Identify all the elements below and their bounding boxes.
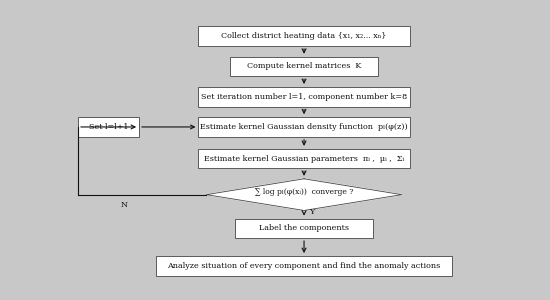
Text: Label the components: Label the components [259, 224, 349, 232]
Text: Estimate kernel Gaussian parameters  πᵢ ,  μᵢ ,  Σᵢ: Estimate kernel Gaussian parameters πᵢ ,… [204, 154, 404, 163]
Text: N: N [121, 201, 128, 209]
Text: ∑ log pₗ(φ(xᵢ))  converge ?: ∑ log pₗ(φ(xᵢ)) converge ? [255, 188, 353, 196]
FancyBboxPatch shape [230, 57, 378, 76]
FancyBboxPatch shape [199, 149, 410, 168]
Polygon shape [206, 179, 402, 211]
FancyBboxPatch shape [199, 26, 410, 46]
Text: Analyze situation of every component and find the anomaly actions: Analyze situation of every component and… [167, 262, 441, 270]
FancyBboxPatch shape [199, 117, 410, 137]
Text: Y: Y [309, 208, 315, 217]
Text: Set iteration number l=1, component number k=8: Set iteration number l=1, component numb… [201, 93, 407, 101]
Text: Collect district heating data {x₁, x₂... xₙ}: Collect district heating data {x₁, x₂...… [221, 32, 387, 40]
Text: Estimate kernel Gaussian density function  pₗ(φ(z)): Estimate kernel Gaussian density functio… [200, 123, 408, 131]
Text: Set l=l+1: Set l=l+1 [89, 123, 129, 131]
Text: Compute kernel matrices  K: Compute kernel matrices K [247, 62, 361, 70]
FancyBboxPatch shape [199, 87, 410, 106]
FancyBboxPatch shape [156, 256, 452, 276]
FancyBboxPatch shape [78, 117, 139, 137]
FancyBboxPatch shape [235, 218, 373, 238]
